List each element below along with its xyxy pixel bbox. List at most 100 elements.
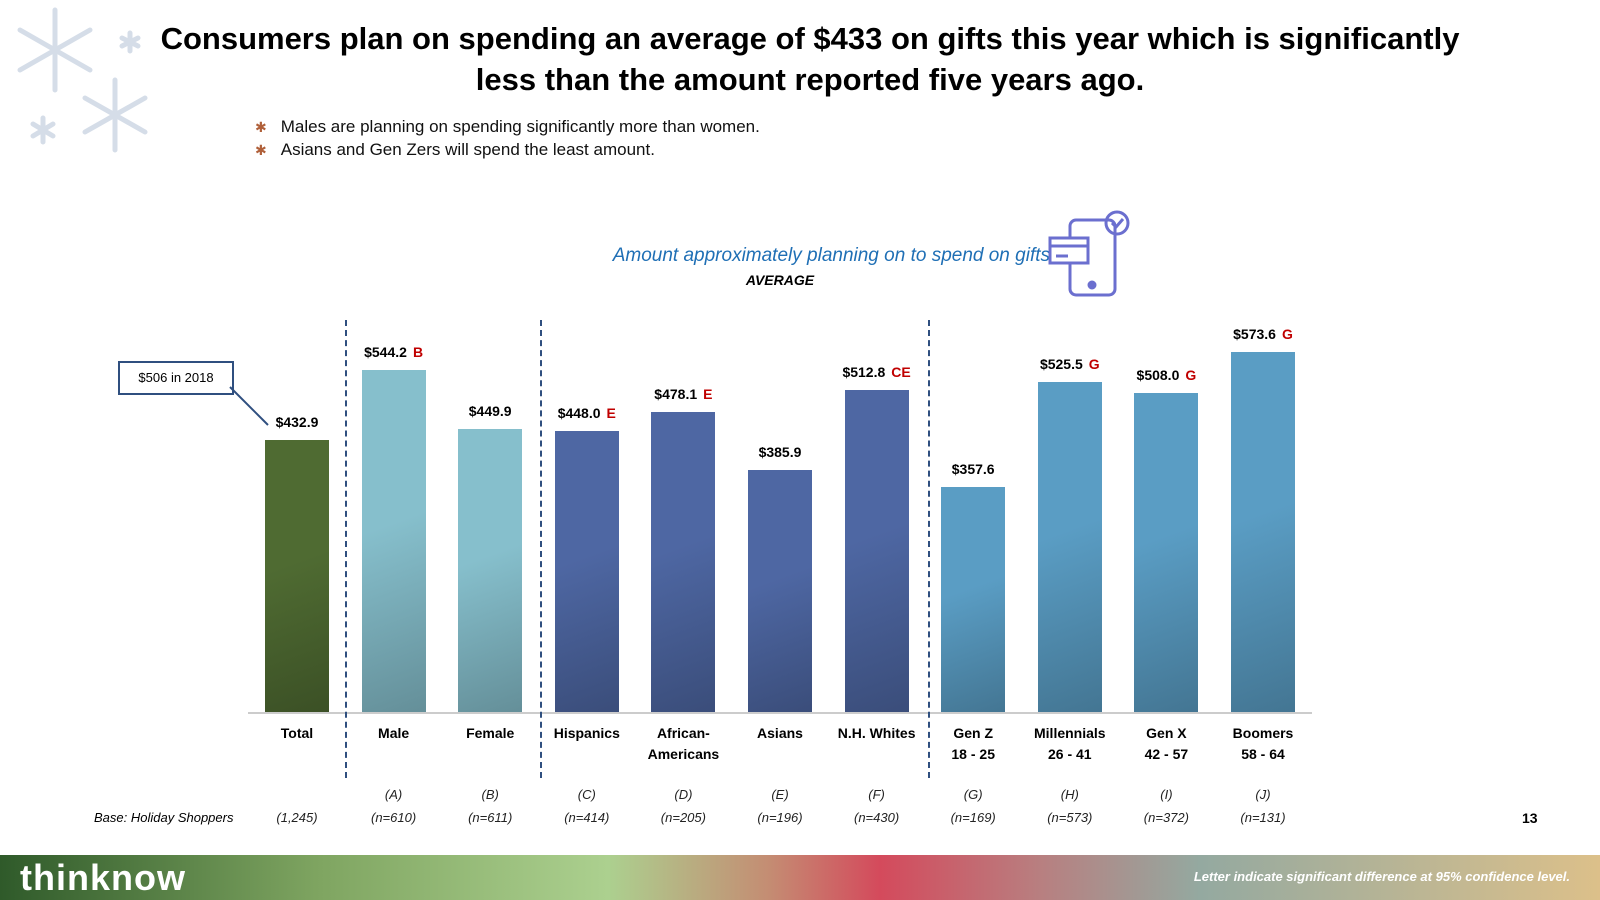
bar bbox=[844, 389, 909, 712]
category-line: Asians bbox=[757, 725, 803, 741]
category-label: Male bbox=[339, 723, 449, 744]
category-line: Americans bbox=[647, 746, 720, 762]
value-text: $448.0 bbox=[557, 404, 601, 421]
base-size: (n=611) bbox=[468, 810, 513, 825]
column-letter: (G) bbox=[963, 787, 983, 802]
column-letter: (F) bbox=[868, 787, 885, 802]
bar bbox=[748, 469, 812, 712]
data-label: $357.6 bbox=[913, 461, 1033, 477]
category-line: 18 - 25 bbox=[951, 746, 995, 762]
mobile-payment-icon bbox=[1048, 210, 1130, 297]
column-letter: (J) bbox=[1255, 787, 1271, 802]
base-size: (n=573) bbox=[1047, 810, 1093, 825]
data-label: $525.5 G bbox=[1010, 356, 1130, 372]
bar bbox=[458, 429, 523, 712]
bar bbox=[1231, 351, 1295, 712]
column-letter: (B) bbox=[481, 787, 499, 802]
data-label: $508.0 G bbox=[1106, 367, 1226, 383]
significance-letter: E bbox=[606, 404, 616, 421]
bar bbox=[265, 440, 329, 712]
base-size: (n=205) bbox=[660, 810, 706, 825]
bar-chart: $432.9 Total (1,245) $544.2 B Male (A) (n=610) $… bbox=[237, 320, 1323, 825]
significance-letter: G bbox=[1281, 325, 1293, 342]
significance-letter: G bbox=[1185, 366, 1197, 383]
bullet-2: ✱ Asians and Gen Zers will spend the leas… bbox=[255, 140, 655, 160]
page-number: 13 bbox=[1522, 810, 1538, 826]
group-divider bbox=[540, 320, 542, 778]
value-text: $508.0 bbox=[1136, 366, 1180, 383]
value-text: $525.5 bbox=[1039, 355, 1083, 372]
column-letter: (A) bbox=[384, 787, 403, 802]
base-size: (n=372) bbox=[1143, 810, 1189, 825]
callout-box: $506 in 2018 bbox=[118, 361, 234, 395]
base-size: (n=196) bbox=[757, 810, 803, 825]
category-label: Gen Z 18 - 25 bbox=[918, 723, 1028, 765]
x-axis-line bbox=[248, 712, 1312, 714]
column-letter: (E) bbox=[771, 787, 789, 802]
value-text: $357.6 bbox=[951, 461, 995, 478]
base-size: (1,245) bbox=[276, 810, 318, 825]
significance-letter: E bbox=[703, 385, 713, 402]
data-label: $573.6 G bbox=[1203, 326, 1323, 342]
category-line: Gen Z bbox=[953, 725, 994, 741]
base-label: Base: Holiday Shoppers bbox=[94, 810, 234, 825]
group-divider bbox=[345, 320, 347, 778]
column-letter: (D) bbox=[674, 787, 693, 802]
category-label: N.H. Whites bbox=[822, 723, 932, 744]
category-line: N.H. Whites bbox=[837, 725, 916, 741]
category-line: Female bbox=[466, 725, 515, 741]
chart-title: Amount approximately planning on to spen… bbox=[612, 245, 1050, 266]
column-letter: (I) bbox=[1160, 787, 1173, 802]
category-line: Total bbox=[280, 725, 314, 741]
column-letter: (C) bbox=[577, 787, 596, 802]
category-line: 58 - 64 bbox=[1241, 746, 1285, 762]
footer-note: Letter indicate significant difference a… bbox=[1193, 869, 1570, 884]
category-label: Gen X 42 - 57 bbox=[1111, 723, 1221, 765]
value-text: $385.9 bbox=[758, 443, 802, 460]
data-label: $448.0 E bbox=[527, 405, 647, 421]
category-label: Millennials 26 - 41 bbox=[1015, 723, 1125, 765]
value-text: $478.1 bbox=[654, 385, 698, 402]
data-label: $432.9 bbox=[237, 414, 357, 430]
base-size: (n=131) bbox=[1240, 810, 1286, 825]
bar bbox=[1134, 392, 1199, 712]
chart-subtitle: AVERAGE bbox=[745, 272, 815, 288]
data-label: $544.2 B bbox=[334, 344, 454, 360]
category-line: 42 - 57 bbox=[1144, 746, 1189, 762]
data-label: $478.1 E bbox=[623, 386, 743, 402]
value-text: $432.9 bbox=[275, 414, 319, 431]
callout-text: $506 in 2018 bbox=[138, 370, 214, 385]
gingerbread-icon: ✱ bbox=[255, 119, 267, 135]
category-line: Boomers bbox=[1232, 725, 1294, 741]
base-size: (n=610) bbox=[371, 810, 417, 825]
thinknow-logo: thinknow bbox=[20, 857, 186, 898]
page-title: Consumers plan on spending an average of… bbox=[160, 21, 1460, 97]
category-line: Male bbox=[378, 725, 410, 741]
data-label: $385.9 bbox=[720, 444, 840, 460]
callout-line bbox=[229, 386, 269, 426]
value-text: $544.2 bbox=[364, 344, 407, 361]
bar bbox=[651, 411, 716, 712]
category-line: African- bbox=[656, 725, 710, 741]
bar bbox=[361, 370, 426, 712]
bar bbox=[941, 487, 1006, 712]
significance-letter: G bbox=[1088, 355, 1100, 372]
bullet-text: Males are planning on spending significa… bbox=[280, 117, 760, 136]
category-line: 26 - 41 bbox=[1048, 746, 1092, 762]
category-label: Boomers 58 - 64 bbox=[1208, 723, 1318, 765]
bar bbox=[1037, 381, 1102, 712]
category-label: Total bbox=[242, 723, 352, 744]
category-label: Asians bbox=[725, 723, 835, 744]
category-label: Female bbox=[435, 723, 545, 744]
value-text: $512.8 bbox=[842, 363, 886, 380]
value-text: $449.9 bbox=[468, 403, 512, 420]
category-line: Hispanics bbox=[553, 725, 620, 741]
column-letter: (H) bbox=[1060, 787, 1079, 802]
category-line: Millennials bbox=[1034, 725, 1106, 741]
base-size: (n=430) bbox=[854, 810, 900, 825]
snowflakes-decoration bbox=[17, 7, 148, 153]
data-label: $512.8 CE bbox=[817, 364, 937, 380]
base-size: (n=169) bbox=[950, 810, 996, 825]
category-label: African- Americans bbox=[628, 723, 738, 765]
significance-letter: CE bbox=[891, 363, 911, 380]
